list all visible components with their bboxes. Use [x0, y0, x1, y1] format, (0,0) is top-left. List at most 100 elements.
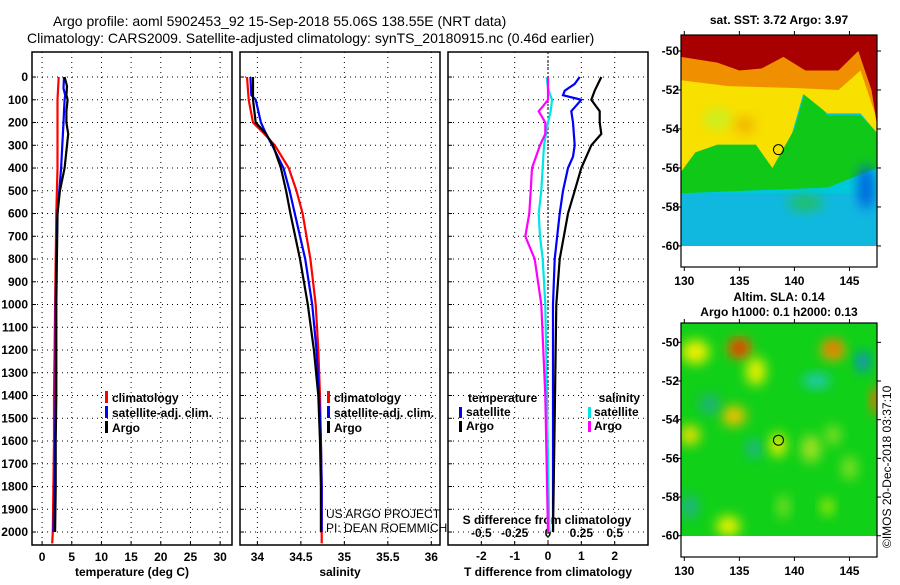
- legend-label: Argo: [334, 421, 362, 435]
- x-tick-label: 2: [611, 549, 618, 563]
- series-line-climatology: [245, 76, 323, 544]
- y-tick-label: 2000: [1, 525, 28, 539]
- y-tick-label: 1700: [1, 457, 28, 471]
- lon-tick-label: 140: [784, 564, 804, 578]
- x-tick-label: 36: [425, 550, 439, 564]
- map-feature: [746, 439, 761, 458]
- plot-frame: [239, 51, 441, 546]
- map-frame: [680, 322, 878, 558]
- legend-title-temperature: temperature: [468, 391, 538, 405]
- y-tick-label: 900: [8, 275, 28, 289]
- legend-swatch: [327, 391, 330, 403]
- x-tick-label: 20: [154, 550, 168, 564]
- map-subtitle: Argo h1000: 0.1 h2000: 0.13: [700, 305, 858, 319]
- lon-tick-label: 130: [674, 274, 694, 288]
- s-tick-label: 0.5: [606, 526, 623, 540]
- y-tick-label: 1600: [1, 434, 28, 448]
- s-tick-label: 0: [545, 526, 552, 540]
- y-tick-label: 0: [21, 70, 28, 84]
- map-feature: [787, 195, 824, 212]
- series-line-t-satellite: [551, 76, 584, 532]
- y-tick-label: 700: [8, 229, 28, 243]
- credit-pi: PI: DEAN ROEMMICH: [326, 521, 447, 535]
- figure-title-line1: Argo profile: aoml 5902453_92 15-Sep-201…: [53, 13, 506, 29]
- y-tick-label: 1800: [1, 480, 28, 494]
- legend-label: satellite-adj. clim.: [334, 406, 434, 420]
- map-feature: [871, 386, 877, 415]
- series-line-t-argo: [551, 76, 603, 533]
- lat-tick-label: -52: [662, 83, 680, 97]
- map-feature: [699, 394, 720, 415]
- lat-tick-label: -58: [662, 200, 680, 214]
- map-feature: [716, 516, 741, 536]
- map-field: [681, 35, 877, 246]
- y-tick-label: 1000: [1, 298, 28, 312]
- legend-label: climatology: [334, 391, 401, 405]
- legend-label: satellite-adj. clim.: [112, 406, 212, 420]
- lat-tick-label: -50: [662, 44, 680, 58]
- x-tick-label: -1: [509, 549, 520, 563]
- y-tick-label: 1400: [1, 389, 28, 403]
- legend-swatch: [588, 407, 591, 418]
- difference-panel: -2 -1 0 1 2-0.5 -0.25 0 0.25 0.5S difference fro…: [447, 51, 649, 579]
- x-tick-label: 34.5: [289, 550, 313, 564]
- map-feature: [733, 342, 746, 355]
- x-tick-label: 35: [338, 550, 352, 564]
- map-feature: [777, 494, 790, 519]
- x-tick-label: 0: [545, 549, 552, 563]
- map-feature: [703, 109, 732, 130]
- s-tick-label: -0.25: [501, 526, 529, 540]
- legend-label: satellite: [594, 405, 639, 419]
- series-line-s-satellite: [537, 76, 554, 533]
- map-feature: [800, 434, 821, 463]
- lat-tick-label: -50: [662, 335, 680, 349]
- y-tick-label: 300: [8, 138, 28, 152]
- map-feature: [681, 340, 710, 365]
- legend-swatch: [459, 407, 462, 418]
- legend-swatch: [327, 406, 330, 418]
- y-tick-label: 400: [8, 161, 28, 175]
- sla-map-panel: 130 135 140 145 -50 -52 -54 -56 -58 -60 Altim. SLA…: [662, 290, 881, 578]
- credit-project: US ARGO PROJECT: [326, 507, 441, 521]
- legend-label: Argo: [112, 421, 140, 435]
- map-feature: [857, 165, 874, 210]
- y-tick-label: 500: [8, 184, 28, 198]
- lat-tick-label: -58: [662, 490, 680, 504]
- argo-location-marker: [772, 434, 784, 446]
- y-tick-label: 200: [8, 116, 28, 130]
- series-line-argo: [251, 77, 322, 532]
- s-tick-label: 0.25: [570, 526, 594, 540]
- figure-title-line2: Climatology: CARS2009. Satellite-adjuste…: [27, 30, 594, 46]
- salinity-panel: 34 34.5 35 35.5 36 salinity climatologysatelli…: [239, 51, 447, 579]
- lon-tick-label: 130: [674, 564, 694, 578]
- x-axis-label: T difference from climatology: [464, 565, 632, 579]
- legend-title-salinity: salinity: [599, 391, 641, 405]
- map-title: sat. SST: 3.72 Argo: 3.97: [710, 13, 849, 27]
- y-tick-label: 1300: [1, 366, 28, 380]
- plot-frame: [31, 51, 233, 546]
- x-tick-label: 5: [68, 550, 75, 564]
- map-feature: [681, 494, 698, 519]
- map-field: [681, 323, 877, 536]
- lon-tick-label: 145: [839, 564, 859, 578]
- y-tick-label: 100: [8, 93, 28, 107]
- x-tick-label: 10: [95, 550, 109, 564]
- copyright-timestamp: ©IMOS 20-Dec-2018 03:37:10: [880, 385, 894, 548]
- lat-tick-label: -54: [662, 122, 680, 136]
- map-feature: [745, 357, 766, 386]
- x-tick-label: 25: [184, 550, 198, 564]
- legend-label: Argo: [466, 419, 494, 433]
- legend-label: Argo: [594, 419, 622, 433]
- y-tick-label: 1100: [2, 320, 28, 334]
- map-feature: [826, 342, 839, 355]
- x-tick-label: 35.5: [376, 550, 400, 564]
- map-feature: [824, 425, 841, 446]
- legend-label: satellite: [466, 405, 511, 419]
- legend-swatch: [105, 421, 108, 433]
- legend-swatch: [459, 421, 462, 432]
- x-tick-label: 0: [39, 550, 46, 564]
- series-line-satellite-adj-clim-: [249, 76, 323, 532]
- y-tick-label: 800: [8, 252, 28, 266]
- y-tick-label: 600: [8, 207, 28, 221]
